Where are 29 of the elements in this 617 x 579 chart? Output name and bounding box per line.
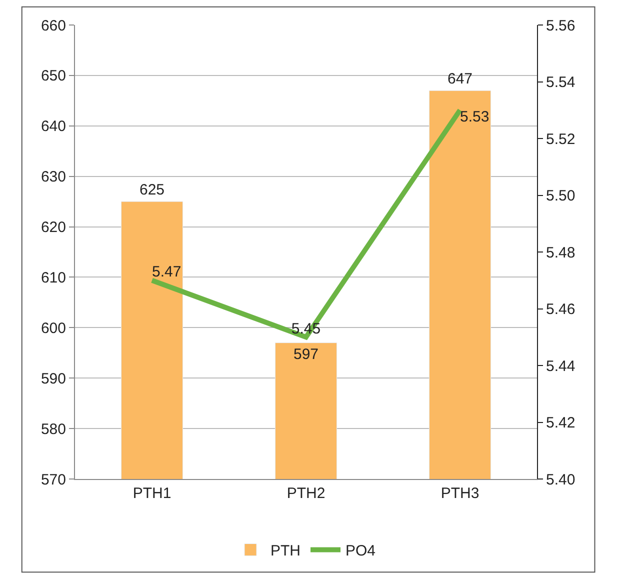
y2-tick-label: 5.44 — [546, 358, 576, 375]
x-tick-label: PTH3 — [440, 485, 480, 502]
data-label: 625 — [139, 182, 165, 199]
legend-label: PTH — [270, 542, 300, 560]
y-tick-label: 570 — [40, 471, 66, 488]
y-tick-label: 590 — [40, 370, 66, 388]
y2-tick-label: 5.46 — [546, 301, 576, 318]
data-label: 5.47 — [152, 264, 182, 281]
y-tick-label: 640 — [40, 118, 66, 136]
y2-tick-label: 5.56 — [546, 17, 576, 34]
y-tick-label: 620 — [40, 219, 66, 236]
legend-label: PO4 — [346, 542, 376, 560]
y2-tick-label: 5.54 — [546, 74, 576, 91]
y2-tick-label: 5.48 — [546, 244, 576, 262]
y2-tick-label: 5.50 — [546, 188, 576, 204]
y2-tick-label: 5.52 — [546, 130, 576, 148]
y-tick-label: 610 — [40, 269, 66, 286]
data-label: 597 — [293, 346, 319, 363]
x-tick-label: PTH2 — [286, 485, 326, 502]
y2-tick-label: 5.40 — [546, 471, 576, 488]
data-label: 647 — [447, 70, 473, 88]
x-tick-label: PTH1 — [132, 485, 172, 502]
y-tick-label: 650 — [40, 68, 66, 85]
y2-tick-label: 5.42 — [546, 414, 576, 432]
y-tick-label: 630 — [40, 168, 66, 186]
data-label: 5.53 — [460, 108, 490, 126]
y-tick-label: 600 — [40, 320, 66, 337]
y-tick-label: 580 — [40, 420, 66, 438]
y-tick-label: 660 — [40, 17, 66, 34]
